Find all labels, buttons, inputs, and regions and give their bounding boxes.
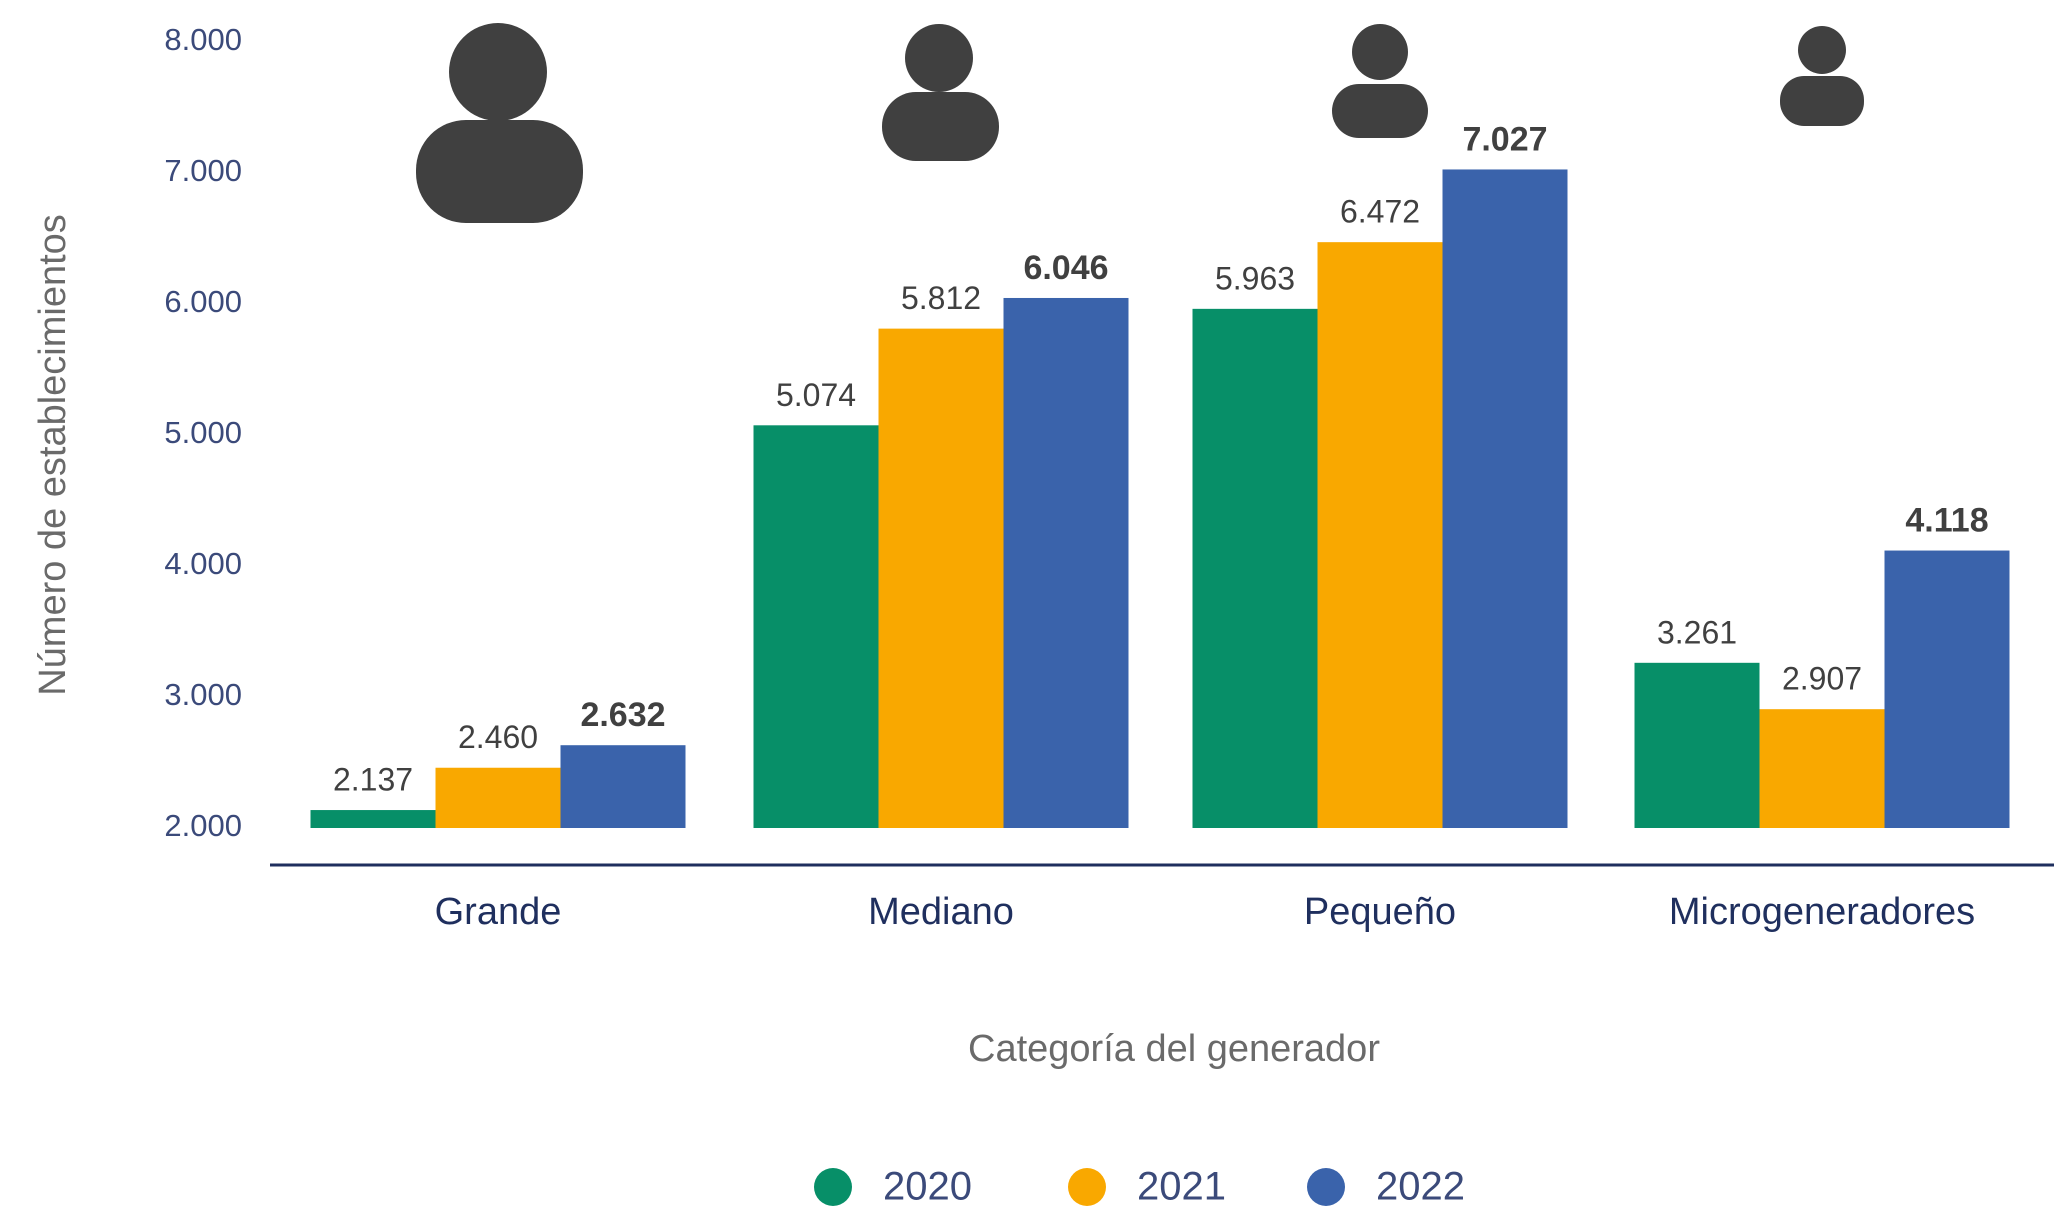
bar (1442, 169, 1568, 828)
person-icon (416, 23, 1864, 223)
bar (1884, 550, 2010, 828)
data-label: 5.074 (776, 377, 856, 413)
data-label: 2.632 (580, 696, 665, 734)
x-tick-label: Grande (435, 891, 562, 933)
x-tick-label: Pequeño (1304, 891, 1456, 933)
legend-swatch (1068, 1168, 1106, 1206)
y-tick-label: 7.000 (164, 153, 242, 188)
bar (1634, 662, 1760, 828)
data-label: 7.027 (1462, 120, 1547, 158)
bar (1003, 297, 1129, 828)
bar (310, 810, 436, 828)
bar (753, 425, 879, 828)
x-tick-label: Microgeneradores (1669, 891, 1975, 933)
y-tick-label: 8.000 (164, 22, 242, 57)
bar (1759, 709, 1885, 828)
y-tick-label: 6.000 (164, 284, 242, 319)
x-tick-label: Mediano (868, 891, 1014, 933)
bar (878, 328, 1004, 828)
bar (560, 745, 686, 828)
legend-swatch (814, 1168, 852, 1206)
bar (1192, 308, 1318, 828)
data-label: 6.472 (1340, 194, 1420, 230)
data-label: 4.118 (1905, 502, 1988, 540)
data-label: 6.046 (1023, 249, 1108, 287)
data-label: 3.261 (1657, 614, 1737, 650)
y-tick-label: 4.000 (164, 546, 242, 581)
y-axis-title: Número de establecimientos (32, 214, 74, 696)
data-label: 5.812 (901, 280, 981, 316)
bar (1317, 242, 1443, 829)
y-tick-label: 5.000 (164, 415, 242, 450)
legend-label: 2022 (1376, 1165, 1465, 1208)
legend-label: 2021 (1137, 1165, 1226, 1208)
data-label: 2.907 (1782, 661, 1862, 697)
legend-swatch (1307, 1168, 1345, 1206)
x-axis-title: Categoría del generador (968, 1028, 1380, 1070)
data-label: 2.460 (458, 719, 538, 755)
y-tick-label: 3.000 (164, 677, 242, 712)
data-label: 2.137 (333, 762, 413, 798)
legend-label: 2020 (883, 1165, 972, 1208)
data-label: 5.963 (1215, 260, 1295, 296)
y-tick-label: 2.000 (164, 808, 242, 843)
bar (435, 767, 561, 828)
